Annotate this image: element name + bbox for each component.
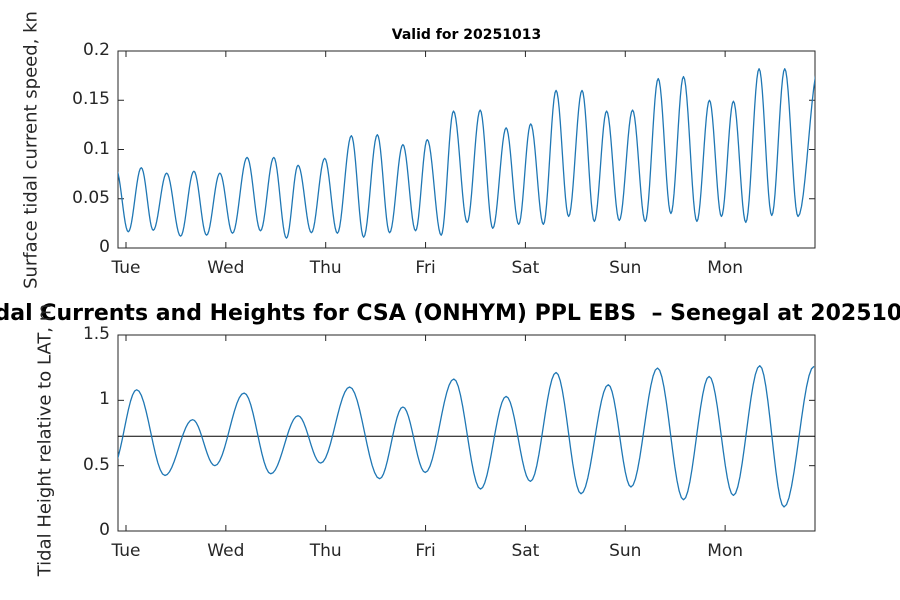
y-tick-label: 0.05 [72, 187, 110, 208]
y-tick-label: 1.5 [82, 324, 110, 344]
y-tick-label: 1 [99, 389, 110, 410]
x-tick-label: Tue [111, 541, 141, 561]
x-tick-label: Sat [511, 258, 540, 278]
x-tick-label: Thu [309, 541, 342, 561]
x-tick-label: Wed [207, 541, 245, 561]
y-tick-label: 0.2 [82, 40, 110, 60]
x-tick-label: Sat [511, 541, 540, 561]
chart-title: Valid for 20251013 [391, 27, 542, 43]
y-tick-label: 0.15 [72, 89, 110, 110]
x-tick-label: Wed [207, 258, 245, 278]
x-tick-label: Fri [415, 541, 436, 561]
x-tick-label: Sun [609, 258, 642, 278]
y-axis-label-current-speed: Surface tidal current speed, kn [20, 11, 42, 289]
x-tick-label: Mon [707, 258, 744, 278]
x-tick-label: Mon [707, 541, 744, 561]
tidal-height-line [118, 365, 815, 508]
x-tick-label: Thu [309, 258, 342, 278]
figure-suptitle: Tidal Currents and Heights for CSA (ONHY… [0, 301, 900, 326]
surface-tidal-current-speed-line [118, 68, 815, 239]
y-tick-label: 0.1 [82, 138, 110, 159]
y-tick-label: 0 [99, 237, 110, 257]
x-tick-label: Fri [415, 258, 436, 278]
x-tick-label: Sun [609, 541, 642, 561]
x-tick-label: Tue [111, 258, 141, 278]
y-tick-label: 0.5 [82, 454, 110, 475]
y-tick-label: 0 [99, 520, 110, 540]
y-axis-label-tidal-height: Tidal Height relative to LAT, m [34, 303, 56, 577]
